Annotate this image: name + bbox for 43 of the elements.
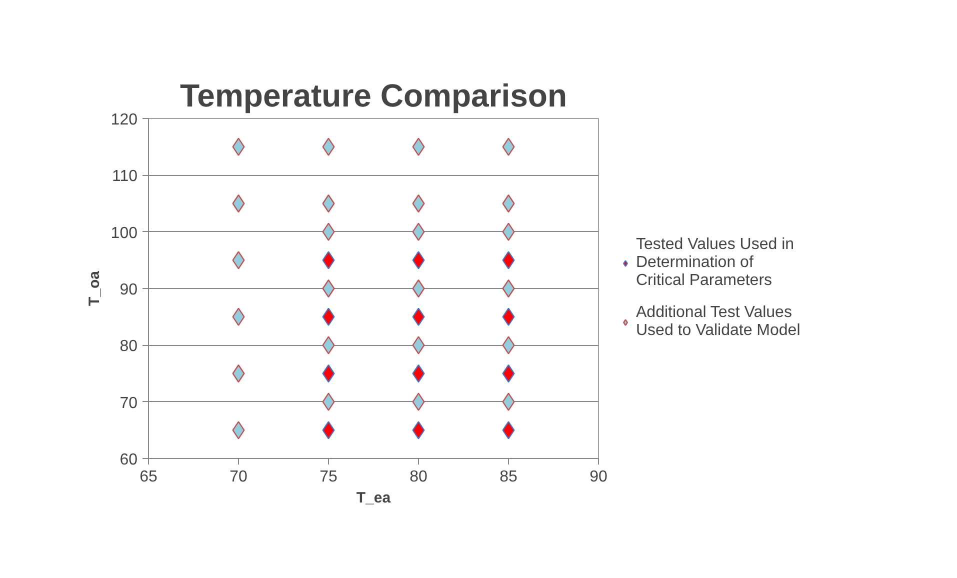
x-axis-title: T_ea: [356, 490, 392, 506]
point: [502, 222, 515, 241]
chart-title: Temperature Comparison: [180, 78, 568, 114]
y-tick-label: 80: [120, 338, 138, 356]
point: [322, 392, 335, 411]
y-tick-label: 90: [120, 282, 138, 298]
point: [502, 336, 515, 354]
point: [502, 251, 515, 270]
point: [502, 421, 515, 440]
point: [412, 392, 425, 411]
y-tick-label: 60: [120, 452, 138, 468]
point: [322, 336, 335, 354]
legend-label: Tested Values Used in Determination of Critical Parameters: [636, 236, 794, 290]
y-tick-label: 110: [112, 168, 138, 186]
y-tick-label: 120: [110, 112, 138, 128]
point: [412, 138, 425, 156]
point: [322, 251, 335, 270]
point: [322, 138, 335, 156]
point: [232, 308, 245, 326]
legend-label: Additional Test Values Used to Validate Model: [636, 304, 800, 340]
point: [322, 421, 335, 440]
point: [412, 251, 425, 270]
point: [502, 392, 515, 411]
point: [412, 421, 425, 440]
x-tick-label: 70: [230, 468, 248, 486]
x-tick-label: 65: [140, 468, 158, 486]
point: [502, 138, 515, 156]
point: [502, 308, 515, 326]
point: [232, 251, 245, 270]
point: [412, 336, 425, 354]
x-tick-label: 75: [320, 468, 338, 486]
point: [412, 222, 425, 241]
point: [232, 421, 245, 440]
point: [412, 308, 425, 326]
y-axis-title: T_oa: [86, 270, 103, 306]
y-tick-label: 100: [110, 224, 138, 242]
y-tick-label: 70: [120, 394, 138, 412]
x-tick-label: 85: [500, 468, 518, 486]
x-tick-label: 80: [410, 468, 428, 486]
point: [232, 138, 245, 156]
point: [322, 222, 335, 241]
point: [322, 308, 335, 326]
x-tick-label: 90: [590, 468, 608, 486]
